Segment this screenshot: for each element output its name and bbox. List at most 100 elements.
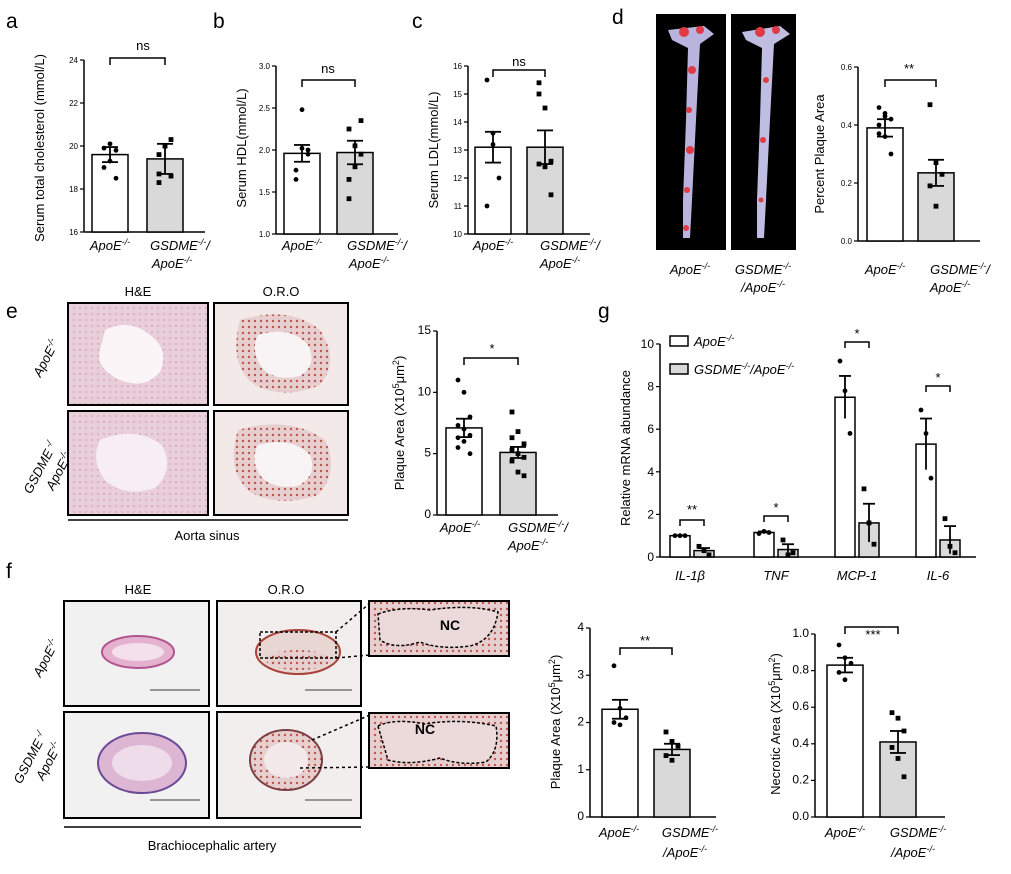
y-tick-label: 15 — [418, 323, 432, 337]
y-tick-label: 3 — [577, 667, 584, 681]
data-point — [876, 131, 882, 137]
data-point — [611, 663, 617, 669]
data-point — [346, 196, 352, 202]
data-point — [888, 116, 894, 122]
svg-text:GSDME-/-/: GSDME-/-/ — [930, 261, 991, 277]
y-tick-label: 11 — [454, 202, 463, 211]
data-point — [299, 107, 305, 113]
significance-label: * — [489, 341, 494, 356]
category-label-gsdme-apoe: GSDME-/-/ ApoE-/- — [507, 519, 569, 553]
data-point — [352, 164, 358, 170]
svg-text:ApoE-/-: ApoE-/- — [598, 824, 639, 840]
significance-label: ns — [321, 61, 335, 76]
data-point — [928, 475, 934, 481]
data-point — [836, 670, 842, 675]
svg-text:ApoE-/-: ApoE-/- — [348, 255, 389, 271]
svg-text:ApoE-/-: ApoE-/- — [693, 333, 734, 349]
data-point — [923, 431, 929, 436]
category-label-apoe: ApoE-/- — [824, 824, 865, 840]
data-point — [461, 439, 467, 444]
micrograph-he-apoe — [63, 600, 210, 707]
data-point — [467, 451, 473, 457]
svg-text:ApoE-/-: ApoE-/- — [29, 636, 63, 680]
data-point — [876, 122, 882, 128]
row-label-apoe: ApoE-/- — [29, 336, 58, 380]
data-point — [927, 183, 933, 189]
data-point — [611, 720, 617, 725]
bar — [866, 127, 904, 242]
category-label-apoe: ApoE-/- — [598, 824, 639, 840]
data-point — [461, 389, 467, 395]
svg-text:GSDME-/-/: GSDME-/-/ — [347, 237, 408, 253]
svg-text:ApoE-/-: ApoE-/- — [507, 537, 548, 553]
y-axis-label: Percent Plaque Area — [812, 94, 827, 214]
svg-text:ApoE-/-: ApoE-/- — [281, 237, 322, 253]
data-point — [942, 516, 948, 522]
y-tick-label: 16 — [453, 62, 462, 71]
significance-mcp1: * — [854, 326, 859, 341]
significance-label: ns — [136, 38, 150, 53]
category-label-gsdme-apoe: GSDME-/- /ApoE-/- — [662, 824, 718, 860]
nc-label: NC — [415, 721, 435, 737]
data-point — [669, 757, 675, 763]
significance-bracket — [463, 357, 519, 365]
svg-text:GSDME-/-/: GSDME-/-/ — [508, 519, 569, 535]
micrograph-oro-apoe — [216, 600, 362, 707]
y-tick-label: 14 — [453, 118, 462, 127]
data-point — [113, 175, 119, 181]
data-point — [101, 165, 107, 170]
column-header-he: H&E — [125, 582, 152, 597]
data-point — [484, 77, 490, 83]
data-point — [358, 118, 364, 123]
svg-text:ApoE-/-: ApoE-/- — [151, 255, 192, 271]
bar — [753, 531, 775, 558]
data-point — [548, 158, 554, 164]
bar — [601, 708, 639, 818]
y-axis-label: Necrotic Area (X105μm2) — [767, 653, 783, 795]
svg-text:ApoE-/-: ApoE-/- — [864, 261, 905, 277]
data-point — [346, 177, 352, 182]
significance-label: ** — [904, 61, 914, 76]
y-tick-label: 2.0 — [259, 146, 271, 155]
bar — [826, 664, 864, 818]
data-point — [952, 550, 958, 556]
data-point — [939, 171, 945, 177]
y-tick-label: 0.4 — [841, 121, 853, 130]
data-point — [455, 445, 461, 450]
significance-il1b: ** — [687, 502, 697, 517]
chart-relative-mrna: 0 2 4 6 8 10 — [641, 337, 976, 564]
svg-text:ApoE-/-: ApoE-/- — [472, 237, 513, 253]
data-point — [515, 469, 521, 475]
y-tick-label: 0.6 — [792, 699, 809, 713]
y-tick-label: 20 — [69, 142, 78, 151]
data-point — [467, 414, 473, 420]
data-point — [542, 164, 548, 170]
data-point — [871, 541, 877, 547]
data-point — [542, 105, 548, 111]
row-label-gsdme-apoe: GSDME -/ ApoE-/- — [10, 728, 61, 786]
bar — [669, 534, 691, 558]
gene-label-il1b: IL-1β — [675, 568, 705, 583]
svg-text:GSDME-/-/ApoE-/-: GSDME-/-/ApoE-/- — [694, 361, 794, 377]
category-label-apoe: ApoE-/- — [472, 237, 513, 253]
data-point — [509, 435, 515, 441]
svg-text:GSDME-/-/: GSDME-/-/ — [150, 237, 211, 253]
y-tick-label: 2 — [577, 715, 584, 729]
y-tick-label: 10 — [453, 230, 462, 239]
data-point — [842, 677, 848, 683]
row-label-apoe: ApoE-/- — [29, 636, 63, 680]
chart-hdl: 1.0 1.5 2.0 2.5 3.0 — [259, 62, 398, 239]
data-point — [882, 113, 888, 119]
legend: ApoE-/- GSDME-/-/ApoE-/- — [669, 333, 794, 377]
category-label-apoe: ApoE-/- — [864, 261, 905, 277]
data-point — [836, 642, 842, 648]
zoom-lines — [299, 602, 371, 769]
category-label-apoe: ApoE-/- — [89, 237, 130, 253]
data-point — [780, 537, 786, 543]
chart-brachiocephalic-plaque-area: 0 1 2 3 4 — [577, 620, 716, 823]
svg-text:/ApoE-/-: /ApoE-/- — [740, 279, 785, 295]
data-point — [617, 722, 623, 728]
category-label-apoe: ApoE-/- — [439, 519, 480, 535]
data-point — [358, 151, 364, 157]
data-point — [669, 739, 675, 744]
